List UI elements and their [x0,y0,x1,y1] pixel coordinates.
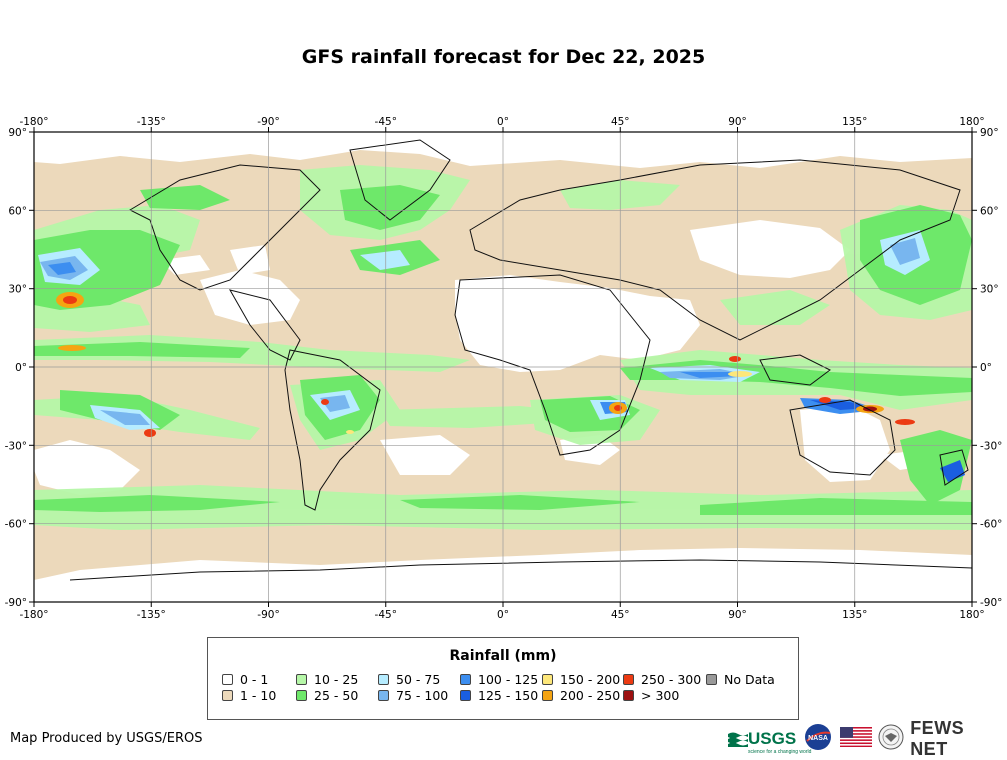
lon-label: -45° [375,609,397,620]
legend-label: 10 - 25 [314,672,359,687]
lat-label: 60° [8,205,27,217]
legend-title: Rainfall (mm) [449,648,557,664]
lat-label: 0° [15,362,27,374]
map-credit: Map Produced by USGS/EROS [10,731,203,746]
lon-label: 135° [842,609,867,620]
legend-item: 25 - 50 [296,688,358,703]
lon-label: -90° [257,609,279,620]
legend-item: 250 - 300 [623,672,701,687]
fews-net-logo: FEWS NET [910,718,965,759]
lon-label: 0° [497,116,509,128]
lon-labels-top: -180° -135° -90° -45° 0° 45° 90° 135° 18… [19,116,984,128]
legend-label: 100 - 125 [478,672,539,687]
us-flag-icon [840,727,873,747]
lon-label: -90° [257,116,279,128]
legend-item: 50 - 75 [378,672,440,687]
legend-item: 75 - 100 [378,688,448,703]
lat-label: 30° [8,284,27,296]
lat-label: -90° [980,597,1002,609]
legend-label: No Data [724,672,775,687]
legend-swatch [542,690,553,701]
legend-label: > 300 [641,688,680,703]
lon-label: -180° [19,116,48,128]
lon-label: -45° [375,116,397,128]
lon-label: 180° [959,116,984,128]
lat-labels-left: 90° 60° 30° 0° -30° -60° -90° [5,127,27,609]
rainfall-legend: Rainfall (mm) 0 - 1 1 - 10 10 - 25 25 - … [207,637,799,720]
partner-logos: USGS science for a changing world NASA F [728,718,1007,759]
legend-label: 150 - 200 [560,672,621,687]
lon-label: 180° [959,609,984,620]
lat-label: 90° [980,127,999,139]
usgs-logo: USGS science for a changing world [728,729,812,755]
legend-label: 250 - 300 [641,672,702,687]
legend-swatch [460,690,471,701]
state-department-seal [878,724,904,754]
lon-labels-bottom: -180° -135° -90° -45° 0° 45° 90° 135° 18… [19,609,984,620]
legend-swatch [542,674,553,685]
lat-label: -60° [5,519,27,531]
legend-item: 1 - 10 [222,688,276,703]
us-flag-logo [840,727,873,751]
lon-label: 45° [611,116,630,128]
lat-labels-right: 90° 60° 30° 0° -30° -60° -90° [980,127,1002,609]
continent-outlines [69,139,972,581]
lat-label: -90° [5,597,27,609]
legend-swatch [222,674,233,685]
legend-item: 150 - 200 [542,672,620,687]
legend-item: > 300 [623,688,679,703]
lon-label: 45° [611,609,630,620]
lat-label: 60° [980,205,999,217]
legend-swatch [623,674,634,685]
usgs-tagline: science for a changing world [748,749,812,755]
legend-item: 10 - 25 [296,672,358,687]
lat-label: 30° [980,284,999,296]
legend-swatch [378,674,389,685]
graticule [34,132,972,602]
lat-label: -60° [980,519,1002,531]
lon-label: 135° [842,116,867,128]
rainfall-heavy-hotspots [56,292,915,437]
usgs-wave-icon [728,732,748,747]
lon-label: 90° [728,609,747,620]
legend-label: 200 - 250 [560,688,621,703]
legend-item: 0 - 1 [222,672,268,687]
rainfall-map: -180° -135° -90° -45° 0° 45° 90° 135° 18… [5,116,1003,620]
legend-swatch [460,674,471,685]
lat-label: -30° [5,440,27,452]
legend-swatch [296,674,307,685]
legend-swatch [706,674,717,685]
lon-label: -135° [137,609,166,620]
legend-swatch [222,690,233,701]
lat-label: 90° [8,127,27,139]
lat-label: -30° [980,440,1002,452]
legend-label: 125 - 150 [478,688,539,703]
nasa-meatball-icon: NASA [805,724,832,750]
legend-item: 100 - 125 [460,672,538,687]
legend-item: 125 - 150 [460,688,538,703]
nasa-label: NASA [808,735,828,742]
legend-swatch [623,690,634,701]
usgs-wordmark: USGS science for a changing world [748,729,812,755]
legend-item: No Data [706,672,775,687]
nasa-logo: NASA [804,723,832,755]
lon-label: -180° [19,609,48,620]
lon-label: 90° [728,116,747,128]
lon-label: 0° [497,609,509,620]
axis-ticks [29,127,977,607]
legend-swatch [378,690,389,701]
lat-label: 0° [980,362,992,374]
legend-swatch [296,690,307,701]
lon-label: -135° [137,116,166,128]
eagle-seal-icon [878,724,904,750]
map-title: GFS rainfall forecast for Dec 22, 2025 [301,46,706,68]
legend-label: 0 - 1 [240,672,269,687]
legend-label: 1 - 10 [240,688,277,703]
legend-label: 75 - 100 [396,688,449,703]
legend-label: 25 - 50 [314,688,359,703]
legend-label: 50 - 75 [396,672,441,687]
map-panel: -180° -135° -90° -45° 0° 45° 90° 135° 18… [0,110,1007,620]
legend-item: 200 - 250 [542,688,620,703]
